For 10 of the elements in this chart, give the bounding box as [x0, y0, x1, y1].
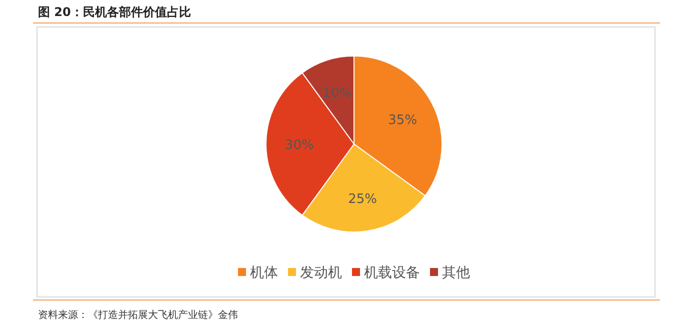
data-label: 35%: [388, 113, 418, 128]
data-label: 10%: [322, 86, 352, 102]
data-label: 25%: [348, 192, 377, 207]
text: 图 20：民机各部件价值占比: [38, 5, 191, 19]
legend-label: 机体: [250, 265, 278, 281]
legend-label: 其他: [442, 265, 470, 281]
legend-label: 机载设备: [364, 265, 420, 281]
text: 资料来源：《打造并拓展大飞机产业链》金伟: [38, 309, 238, 321]
legend-label: 发动机: [300, 265, 342, 281]
data-label: 30%: [284, 138, 314, 153]
